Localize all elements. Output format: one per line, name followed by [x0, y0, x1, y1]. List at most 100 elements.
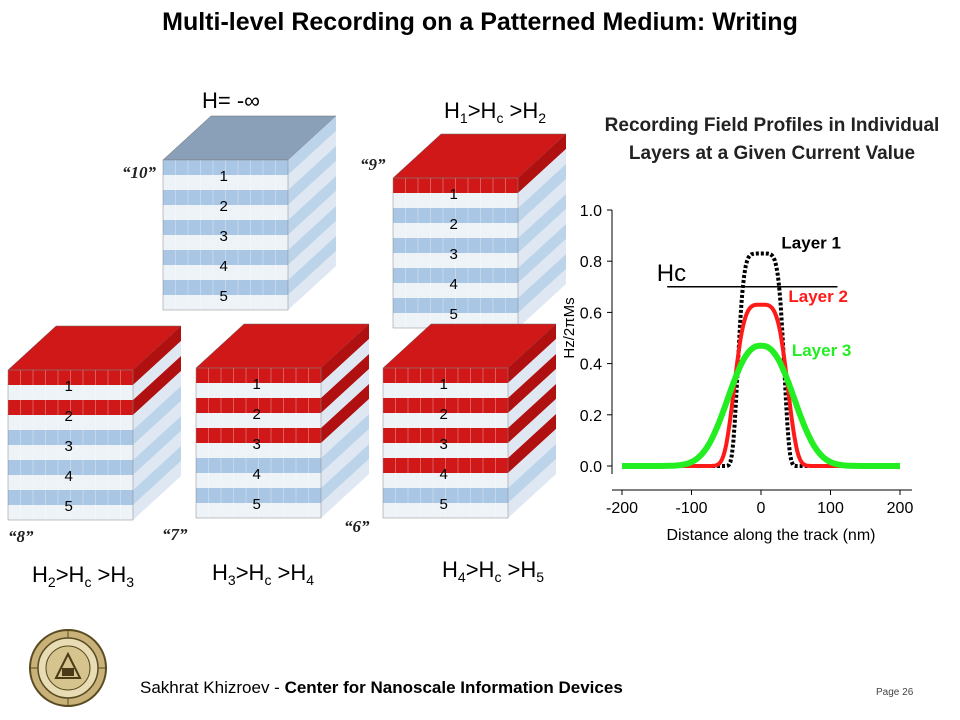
block-side-band [518, 239, 566, 298]
layer-number: 4 [253, 466, 261, 483]
layer-number: 3 [253, 436, 261, 453]
layer-number: 1 [65, 378, 73, 395]
layer-number: 3 [220, 228, 228, 245]
layer-number: 2 [65, 408, 73, 425]
series-label-1: Layer 1 [781, 233, 841, 252]
layer-number: 2 [253, 406, 261, 423]
layer-number: 3 [65, 438, 73, 455]
layer-number: 5 [440, 496, 448, 513]
media-block-10: 1 2 3 4 5 “10” [122, 115, 337, 311]
block-side-band [288, 236, 336, 295]
block-side-band [518, 164, 566, 223]
label-h-neg-inf: H= -∞ [202, 88, 260, 113]
layer-number: 5 [253, 496, 261, 513]
block-side-band [133, 326, 181, 385]
layer-number: 2 [450, 216, 458, 233]
layer-number: 5 [450, 306, 458, 323]
x-tick-label: -200 [606, 500, 638, 517]
layer-number: 4 [450, 276, 458, 293]
hc-label: Hc [657, 260, 686, 287]
block-side-band [133, 386, 181, 445]
block-state-label: “8” [8, 527, 34, 546]
label-h1-condition: H1>Hc >H2 [444, 98, 547, 126]
y-tick-label: 0.4 [580, 357, 602, 374]
block-side-band [288, 176, 336, 235]
block-side-band [508, 429, 556, 488]
x-axis-label: Distance along the track (nm) [667, 527, 876, 544]
block-side-band [133, 461, 181, 520]
block-side-band [288, 146, 336, 205]
block-side-band [288, 206, 336, 265]
block-side-band [508, 459, 556, 518]
field-profile-chart: 0.0 0.2 0.4 0.6 0.8 1.0 -200 -100 0 100 200 Distanc… [561, 203, 914, 544]
block-outline [162, 159, 289, 311]
block-side-band [518, 224, 566, 283]
block-side-band [288, 191, 336, 250]
chart-title: Recording Field Profiles in Individual L… [604, 115, 940, 164]
series-line-3 [622, 342, 900, 469]
label-h2-condition: H2>Hc >H3 [32, 562, 135, 590]
block-side-band [518, 209, 566, 268]
block-outline [7, 369, 134, 521]
block-side-band [133, 341, 181, 400]
y-tick-label: 0.8 [580, 254, 602, 271]
block-side-band [508, 384, 556, 443]
layer-number: 1 [253, 376, 261, 393]
block-side-band [288, 251, 336, 310]
label-h4-condition: H4>Hc >H5 [442, 557, 545, 585]
university-seal-logo [29, 629, 107, 707]
block-side-band [321, 414, 369, 473]
layer-number: 2 [440, 406, 448, 423]
series-line-2 [622, 302, 900, 468]
block-side-band [508, 444, 556, 503]
series-label-3: Layer 3 [792, 341, 852, 360]
page-number: Page 26 [876, 687, 914, 698]
block-side-band [518, 269, 566, 328]
block-outline [195, 367, 322, 519]
block-side-band [508, 369, 556, 428]
block-side-band [518, 179, 566, 238]
block-state-label: “9” [360, 155, 386, 174]
block-state-label: “7” [162, 525, 188, 544]
block-side-band [321, 384, 369, 443]
block-side-band [508, 414, 556, 473]
block-side-band [288, 116, 336, 175]
media-block-7: 1 2 3 4 5 “7” [162, 323, 370, 544]
block-side-band [133, 401, 181, 460]
block-side-band [508, 399, 556, 458]
block-side-band [518, 134, 566, 193]
media-block-9: 1 2 3 4 5 “9” [360, 133, 567, 329]
x-tick-label: 0 [757, 500, 766, 517]
block-side-band [321, 459, 369, 518]
block-side-band [133, 416, 181, 475]
block-outline [382, 367, 509, 519]
block-side-band [321, 399, 369, 458]
y-tick-label: 1.0 [580, 203, 602, 220]
block-side-band [518, 254, 566, 313]
block-side-band [288, 131, 336, 190]
x-tick-label: 200 [887, 500, 914, 517]
layer-number: 1 [440, 376, 448, 393]
block-side-band [321, 324, 369, 383]
block-state-label: “6” [344, 517, 370, 536]
layer-number: 2 [220, 198, 228, 215]
label-h3-condition: H3>Hc >H4 [212, 560, 315, 588]
media-block-8: 1 2 3 4 5 “8” [7, 325, 182, 546]
block-side-band [133, 446, 181, 505]
layer-number: 4 [220, 258, 228, 275]
layer-number: 3 [440, 436, 448, 453]
block-side-band [288, 221, 336, 280]
layer-number: 1 [450, 186, 458, 203]
patterned-media-blocks: 1 2 3 4 5 “10” 1 2 3 4 5 “9” 1 2 3 4 5 “8” 1 2 3 4 5 “7” 1 2 3 4 5 “6… [7, 115, 567, 546]
layer-number: 5 [220, 288, 228, 305]
block-side-band [321, 444, 369, 503]
media-block-6: 1 2 3 4 5 “6” [344, 323, 557, 536]
block-side-band [508, 354, 556, 413]
y-tick-label: 0.2 [580, 408, 602, 425]
y-axis-label: Hz/2πMs [561, 297, 578, 358]
x-tick-label: 100 [817, 500, 844, 517]
block-side-band [321, 354, 369, 413]
block-side-band [133, 431, 181, 490]
layer-number: 4 [65, 468, 73, 485]
block-side-band [321, 339, 369, 398]
